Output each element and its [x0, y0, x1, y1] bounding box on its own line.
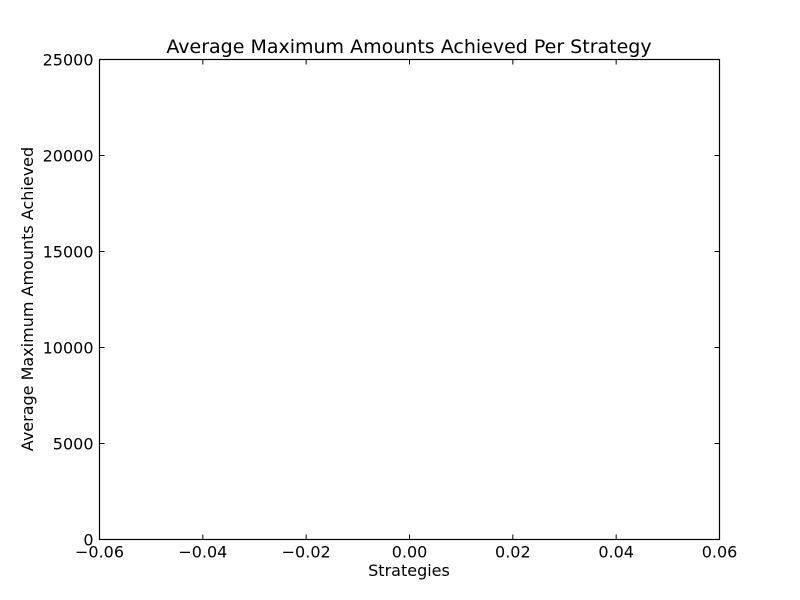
y-tick-label: 10000: [43, 339, 94, 358]
x-tick-label: 0.06: [702, 543, 738, 562]
y-axis-ticks: 0 5000 10000 15000 20000 25000: [43, 51, 720, 550]
y-tick-label: 0: [83, 531, 93, 550]
chart-title: Average Maximum Amounts Achieved Per Str…: [166, 36, 651, 58]
x-tick-label: −0.04: [178, 543, 227, 562]
y-tick-label: 25000: [43, 51, 94, 70]
y-tick-label: 15000: [43, 243, 94, 262]
y-axis-label: Average Maximum Amounts Achieved: [18, 147, 37, 451]
y-tick-label: 20000: [43, 147, 94, 166]
x-tick-label: −0.02: [282, 543, 331, 562]
x-axis-label: Strategies: [368, 561, 450, 580]
x-tick-label: 0.02: [495, 543, 531, 562]
x-tick-label: 0.04: [598, 543, 634, 562]
x-tick-label: −0.06: [75, 543, 124, 562]
x-tick-label: 0.00: [392, 543, 428, 562]
plot-area-frame: [98, 58, 721, 541]
y-tick-label: 5000: [53, 435, 94, 454]
x-axis-ticks: −0.06 −0.04 −0.02 0.00 0.02 0.04 0.06: [75, 59, 738, 562]
